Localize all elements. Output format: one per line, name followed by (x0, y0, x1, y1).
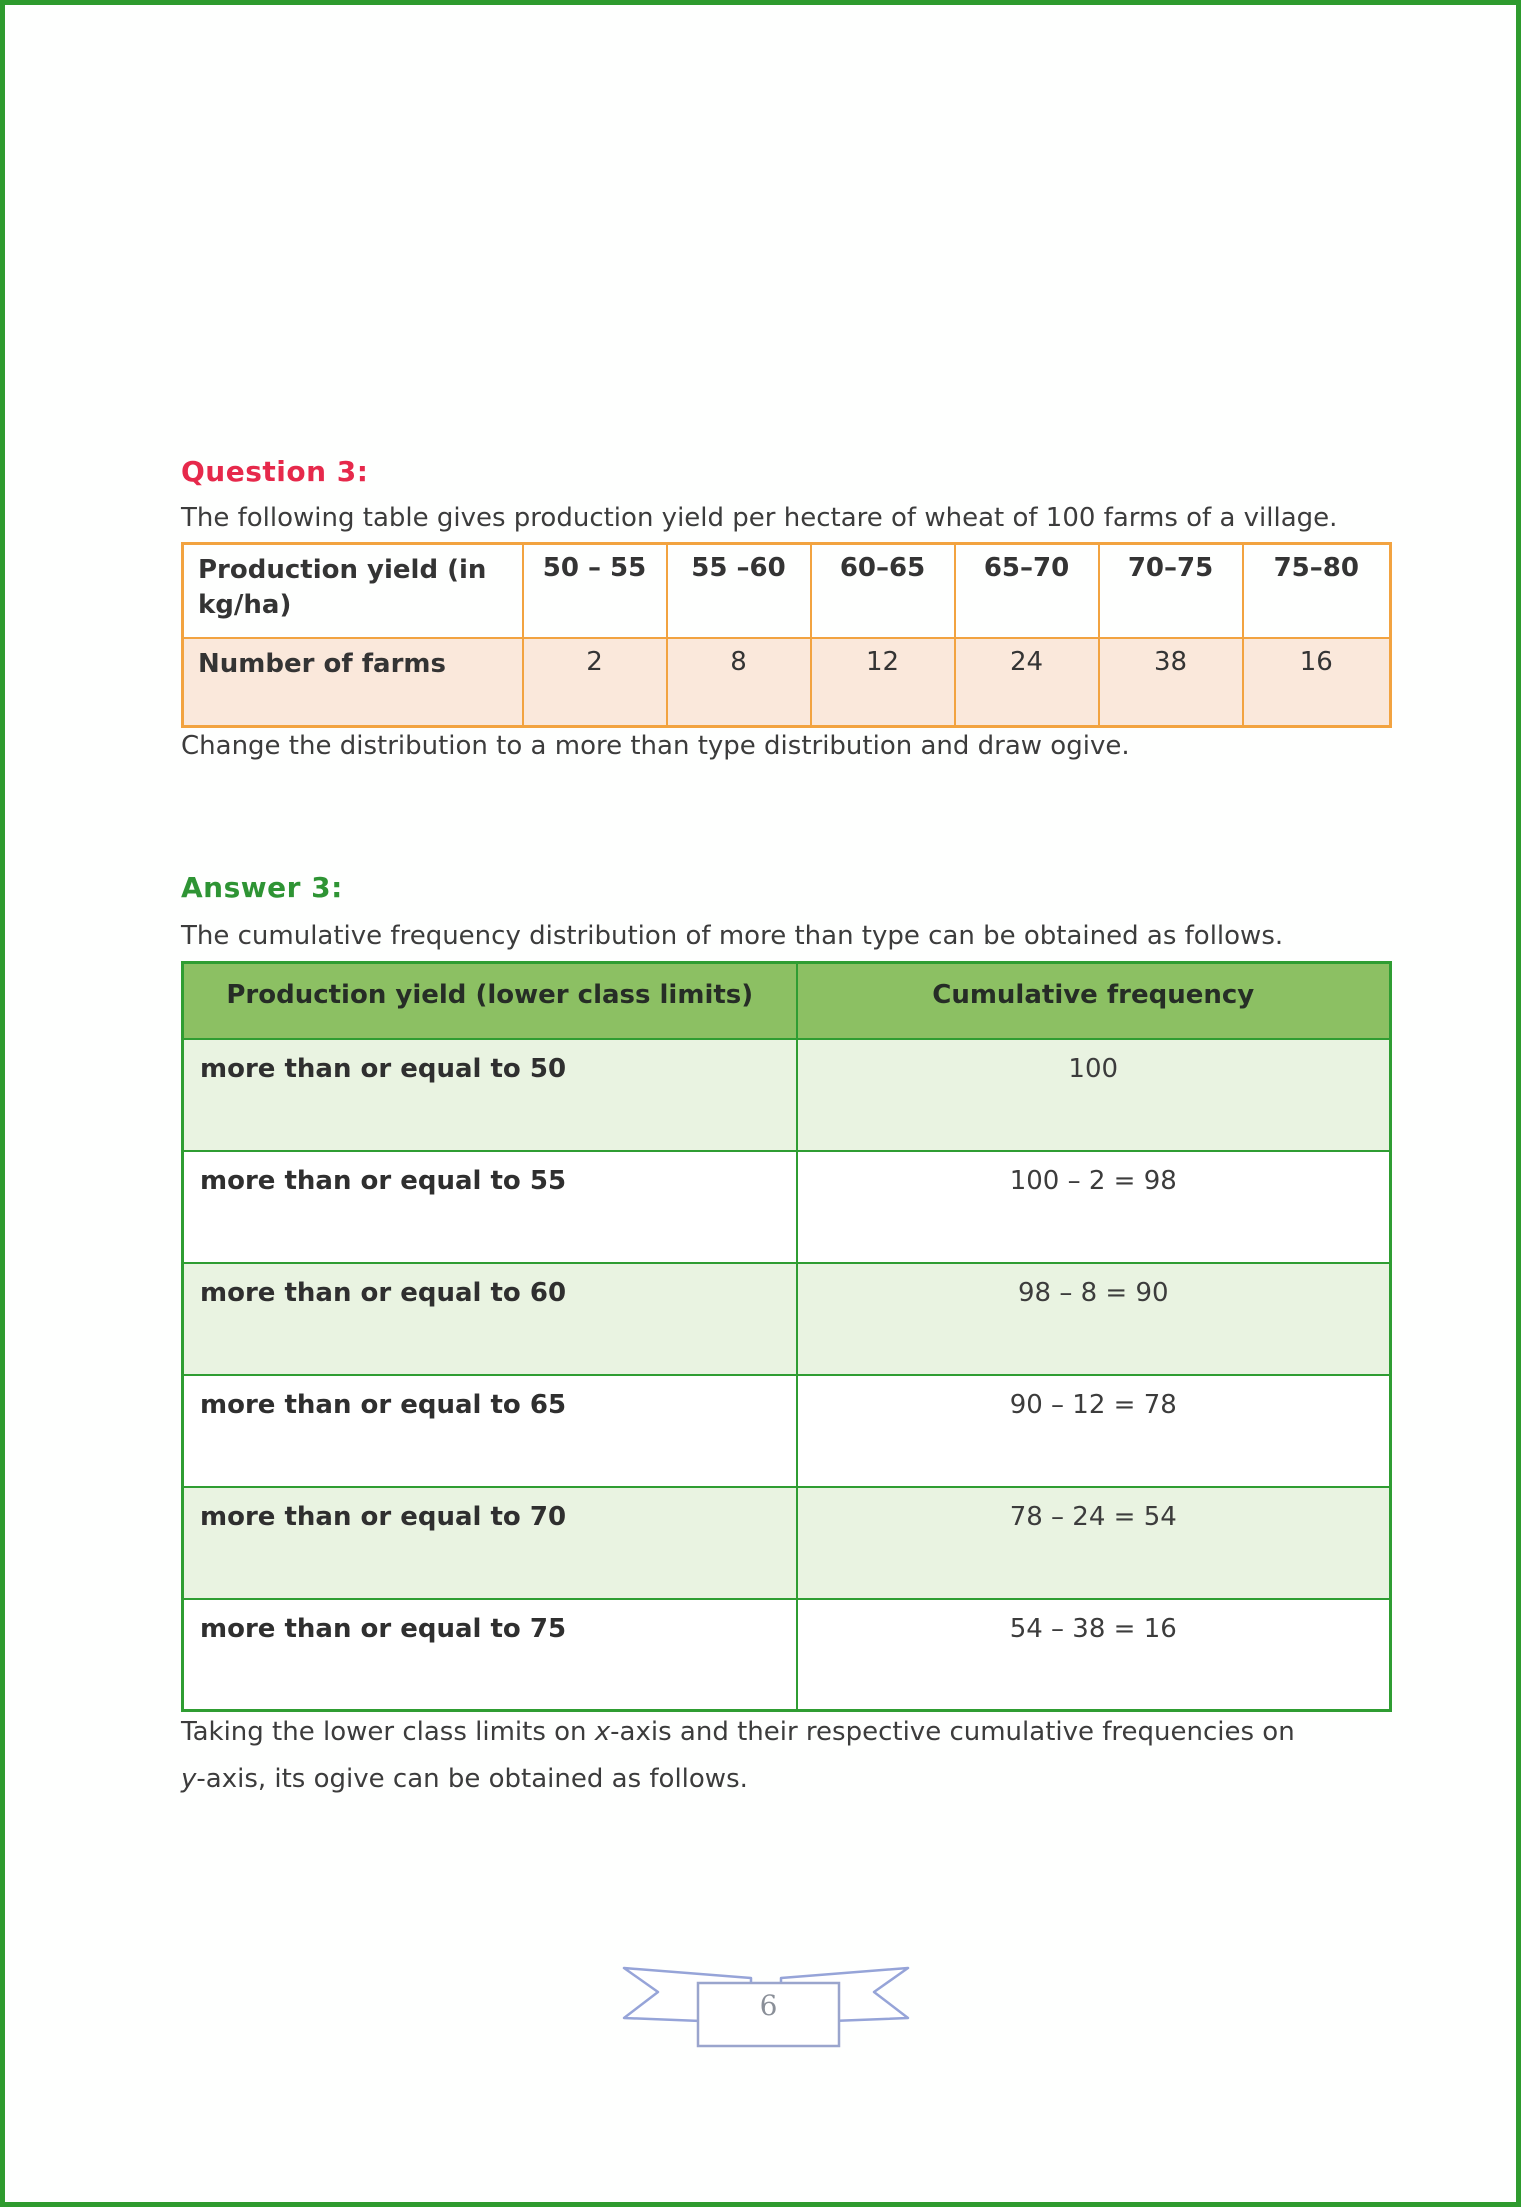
outro-text: -axis and their respective cumulative fr… (610, 1717, 1295, 1747)
table-row: more than or equal to 50 100 (181, 1037, 1392, 1152)
farm-count-cell: 38 (1097, 636, 1244, 728)
y-axis-variable: y (181, 1764, 197, 1794)
farm-count-cell: 2 (521, 636, 668, 728)
cumulative-frequency-cell: 90 – 12 = 78 (795, 1373, 1392, 1488)
outro-line-1: Taking the lower class limits on x-axis … (181, 1717, 1295, 1747)
cumulative-frequency-table: Production yield (lower class limits) Cu… (181, 961, 1392, 1712)
class-interval-cell: 65–70 (953, 542, 1100, 639)
column-header-cumulative-frequency: Cumulative frequency (795, 961, 1392, 1040)
farm-count-cell: 8 (665, 636, 812, 728)
outro-line-2: y-axis, its ogive can be obtained as fol… (181, 1764, 748, 1794)
class-interval-cell: 50 – 55 (521, 542, 668, 639)
outro-text: Taking the lower class limits on (181, 1717, 595, 1747)
x-axis-variable: x (594, 1717, 611, 1747)
cumulative-frequency-cell: 78 – 24 = 54 (795, 1485, 1392, 1600)
lower-limit-cell: more than or equal to 55 (181, 1149, 798, 1264)
page-number-ribbon: 6 (620, 1961, 912, 2053)
answer-heading: Answer 3: (181, 871, 343, 904)
question-instruction-text: Change the distribution to a more than t… (181, 731, 1130, 761)
lower-limit-cell: more than or equal to 60 (181, 1261, 798, 1376)
cumulative-frequency-cell: 98 – 8 = 90 (795, 1261, 1392, 1376)
lower-limit-cell: more than or equal to 75 (181, 1597, 798, 1712)
table-row: more than or equal to 65 90 – 12 = 78 (181, 1373, 1392, 1488)
farm-count-cell: 24 (953, 636, 1100, 728)
lower-limit-cell: more than or equal to 70 (181, 1485, 798, 1600)
answer-intro-text: The cumulative frequency distribution of… (181, 921, 1284, 951)
class-interval-cell: 75–80 (1241, 542, 1392, 639)
cumulative-frequency-cell: 54 – 38 = 16 (795, 1597, 1392, 1712)
table-header-row: Production yield (lower class limits) Cu… (181, 961, 1392, 1040)
outro-text: -axis, its ogive can be obtained as foll… (196, 1764, 748, 1794)
cumulative-frequency-cell: 100 (795, 1037, 1392, 1152)
table-row: Number of farms 2 8 12 24 38 16 (181, 636, 1392, 728)
table-row-label: Number of farms (181, 636, 524, 728)
class-interval-cell: 70–75 (1097, 542, 1244, 639)
table-row: more than or equal to 70 78 – 24 = 54 (181, 1485, 1392, 1600)
class-interval-cell: 55 –60 (665, 542, 812, 639)
question-heading: Question 3: (181, 455, 369, 488)
question-intro-text: The following table gives production yie… (181, 503, 1338, 533)
lower-limit-cell: more than or equal to 50 (181, 1037, 798, 1152)
column-header-production-yield: Production yield (lower class limits) (181, 961, 798, 1040)
table-row: more than or equal to 55 100 – 2 = 98 (181, 1149, 1392, 1264)
table-row-label: Production yield (in kg/ha) (181, 542, 524, 639)
page-number: 6 (759, 1989, 778, 2022)
table-row: more than or equal to 75 54 – 38 = 16 (181, 1597, 1392, 1712)
class-interval-cell: 60–65 (809, 542, 956, 639)
farm-count-cell: 12 (809, 636, 956, 728)
lower-limit-cell: more than or equal to 65 (181, 1373, 798, 1488)
farm-count-cell: 16 (1241, 636, 1392, 728)
table-row: more than or equal to 60 98 – 8 = 90 (181, 1261, 1392, 1376)
cumulative-frequency-cell: 100 – 2 = 98 (795, 1149, 1392, 1264)
ribbon-graphic (622, 1966, 910, 2048)
production-yield-table: Production yield (in kg/ha) 50 – 55 55 –… (181, 542, 1392, 728)
table-row: Production yield (in kg/ha) 50 – 55 55 –… (181, 542, 1392, 639)
